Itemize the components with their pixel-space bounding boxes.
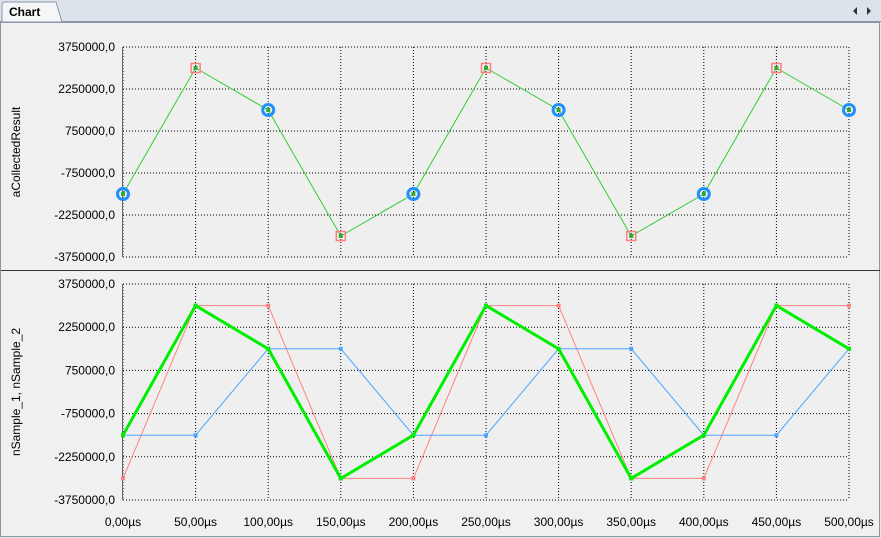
- point-dot: [629, 234, 634, 238]
- x-tick-label: 500,00µs: [824, 515, 874, 529]
- point-marker: [625, 230, 637, 242]
- x-tick-label: 100,00µs: [243, 515, 293, 529]
- x-tick-label: 450,00µs: [752, 515, 802, 529]
- point-marker: [774, 303, 779, 308]
- x-tick-label: 350,00µs: [606, 515, 656, 529]
- y-axis-label: aCollectedResult: [9, 106, 23, 197]
- point-marker: [190, 62, 201, 74]
- point-marker: [556, 346, 561, 351]
- point-marker: [261, 103, 276, 117]
- tab[interactable]: [1, 1, 63, 23]
- point-marker: [842, 103, 856, 117]
- point-marker: [193, 433, 198, 438]
- point-marker: [629, 346, 634, 351]
- y-tick-label: -3750000,0: [54, 250, 115, 264]
- point-marker: [701, 433, 706, 438]
- point-marker: [701, 476, 706, 481]
- point-marker: [556, 303, 561, 308]
- point-marker: [411, 476, 416, 481]
- point-dot: [556, 108, 561, 112]
- point-marker: [551, 103, 566, 117]
- point-dot: [193, 66, 198, 70]
- point-marker: [847, 346, 851, 351]
- point-marker: [266, 346, 271, 351]
- y-tick-label: 3750000,0: [58, 277, 115, 291]
- point-dot: [266, 108, 271, 112]
- point-dot: [338, 234, 343, 238]
- point-marker: [406, 187, 421, 201]
- tab-bar: [0, 0, 881, 22]
- y-tick-label: -2250000,0: [54, 208, 115, 222]
- y-tick-label: -2250000,0: [54, 450, 115, 464]
- point-dot: [774, 66, 779, 70]
- point-marker: [847, 303, 851, 308]
- y-tick-label: 750000,0: [65, 124, 115, 138]
- point-marker: [484, 303, 488, 308]
- point-dot: [411, 192, 416, 196]
- x-tick-label: 200,00µs: [389, 515, 439, 529]
- y-axis-label: nSample_1, nSample_2: [9, 328, 23, 456]
- point-marker: [629, 476, 634, 481]
- point-marker: [335, 230, 347, 242]
- x-tick-label: 0,00µs: [105, 515, 141, 529]
- point-marker: [771, 62, 782, 74]
- y-tick-label: 3750000,0: [58, 40, 115, 54]
- y-tick-label: 2250000,0: [58, 320, 115, 334]
- point-marker: [484, 433, 488, 438]
- point-marker: [193, 303, 198, 308]
- point-dot: [484, 66, 488, 70]
- point-marker: [774, 433, 779, 438]
- scroll-right[interactable]: [867, 7, 871, 15]
- point-marker: [338, 476, 343, 481]
- x-tick-label: 400,00µs: [679, 515, 729, 529]
- point-dot: [701, 192, 706, 196]
- x-tick-label: 300,00µs: [534, 515, 584, 529]
- point-dot: [847, 108, 851, 112]
- point-marker: [480, 62, 492, 74]
- point-marker: [338, 346, 343, 351]
- y-tick-label: 750000,0: [65, 363, 115, 377]
- y-tick-label: -750000,0: [61, 166, 115, 180]
- point-marker: [411, 433, 416, 438]
- tab-label[interactable]: Chart: [9, 5, 40, 19]
- scroll-left[interactable]: [853, 7, 857, 15]
- point-dot: [121, 192, 125, 196]
- point-marker: [121, 476, 125, 481]
- y-tick-label: -750000,0: [61, 407, 115, 421]
- point-marker: [116, 187, 130, 201]
- y-tick-label: 2250000,0: [58, 82, 115, 96]
- y-tick-label: -3750000,0: [54, 493, 115, 507]
- point-marker: [696, 187, 711, 201]
- x-tick-label: 150,00µs: [316, 515, 366, 529]
- point-marker: [121, 433, 125, 438]
- x-tick-label: 250,00µs: [461, 515, 511, 529]
- point-marker: [266, 303, 271, 308]
- x-tick-label: 50,00µs: [174, 515, 217, 529]
